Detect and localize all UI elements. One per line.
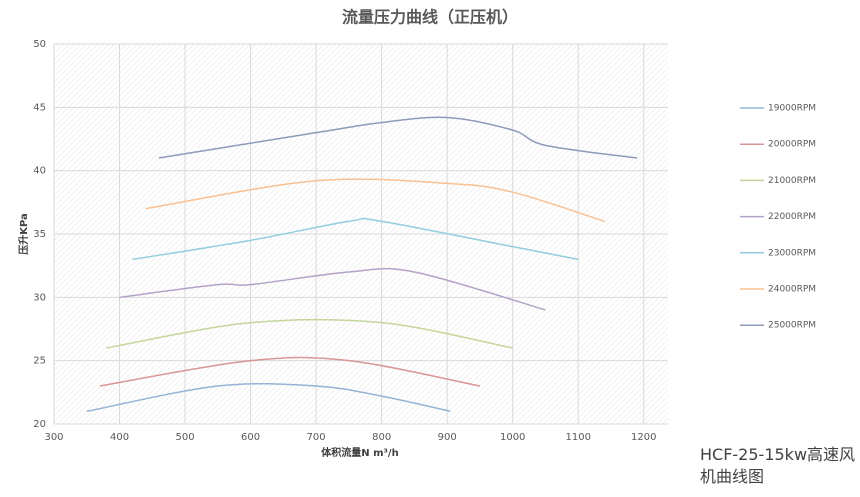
series-line: [99, 356, 481, 387]
y-tick-label: 40: [33, 166, 46, 177]
x-tick-label: 400: [110, 432, 129, 443]
series-line: [106, 318, 513, 349]
y-tick-label: 20: [33, 419, 46, 430]
legend-label: 23000RPM: [768, 248, 816, 258]
x-tick-label: 600: [241, 432, 260, 443]
legend-label: 21000RPM: [768, 176, 816, 186]
x-axis-label: 体积流量N m³/h: [321, 446, 398, 459]
series-line: [132, 217, 579, 261]
x-tick-label: 1100: [565, 432, 590, 443]
chart-title: 流量压力曲线（正压机）: [342, 8, 518, 27]
x-tick-label: 1200: [631, 432, 656, 443]
caption: HCF-25-15kw高速风机曲线图: [700, 445, 856, 486]
x-tick-label: 700: [307, 432, 326, 443]
y-tick-label: 45: [33, 102, 46, 113]
legend-label: 24000RPM: [768, 285, 816, 295]
x-tick-label: 1000: [500, 432, 525, 443]
x-tick-label: 500: [176, 432, 195, 443]
y-tick-label: 25: [33, 356, 46, 367]
legend-label: 19000RPM: [768, 104, 816, 114]
series-line: [145, 178, 605, 223]
legend-label: 20000RPM: [768, 140, 816, 150]
x-tick-label: 300: [44, 432, 63, 443]
y-tick-label: 30: [33, 292, 46, 303]
y-axis-label: 压升KPa: [17, 213, 30, 255]
y-tick-label: 50: [33, 39, 46, 50]
y-tick-label: 35: [33, 229, 46, 240]
series-line: [86, 382, 451, 413]
legend-label: 22000RPM: [768, 212, 816, 222]
series-line: [119, 267, 546, 311]
x-tick-label: 900: [438, 432, 457, 443]
legend-label: 25000RPM: [768, 321, 816, 331]
series-line: [158, 116, 638, 159]
x-tick-label: 800: [372, 432, 391, 443]
